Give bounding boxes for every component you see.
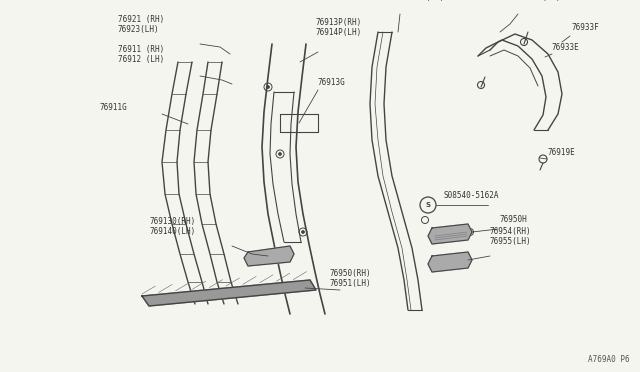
Text: 769130(RH)
769140(LH): 769130(RH) 769140(LH) xyxy=(150,217,196,236)
Text: 76911G: 76911G xyxy=(100,103,128,112)
Circle shape xyxy=(266,86,269,89)
Text: 76921 (RH)
76923(LH): 76921 (RH) 76923(LH) xyxy=(118,15,164,34)
Text: S: S xyxy=(426,202,431,208)
Text: A769A0 P6: A769A0 P6 xyxy=(588,355,630,364)
Text: 76933(RH)
76934(LH): 76933(RH) 76934(LH) xyxy=(520,0,562,2)
Circle shape xyxy=(301,231,305,234)
Polygon shape xyxy=(428,224,472,244)
Text: 76933F: 76933F xyxy=(572,23,600,32)
Text: S08540-5162A: S08540-5162A xyxy=(444,191,499,200)
Text: 76911 (RH)
76912 (LH): 76911 (RH) 76912 (LH) xyxy=(118,45,164,64)
Polygon shape xyxy=(244,246,294,266)
Text: 76913P(RH)
76914P(LH): 76913P(RH) 76914P(LH) xyxy=(316,17,362,37)
Polygon shape xyxy=(428,252,472,272)
Text: 76913G: 76913G xyxy=(318,78,346,87)
Text: 76933E: 76933E xyxy=(552,43,580,52)
Polygon shape xyxy=(142,280,316,306)
Text: 76950(RH)
76951(LH): 76950(RH) 76951(LH) xyxy=(330,269,372,288)
Circle shape xyxy=(278,153,282,155)
Text: 76950H: 76950H xyxy=(500,215,528,224)
Text: 76954(RH)
76955(LH): 76954(RH) 76955(LH) xyxy=(490,227,532,246)
Text: 76922 (RH)
76924 (LH): 76922 (RH) 76924 (LH) xyxy=(398,0,444,2)
Text: 76919E: 76919E xyxy=(548,148,576,157)
